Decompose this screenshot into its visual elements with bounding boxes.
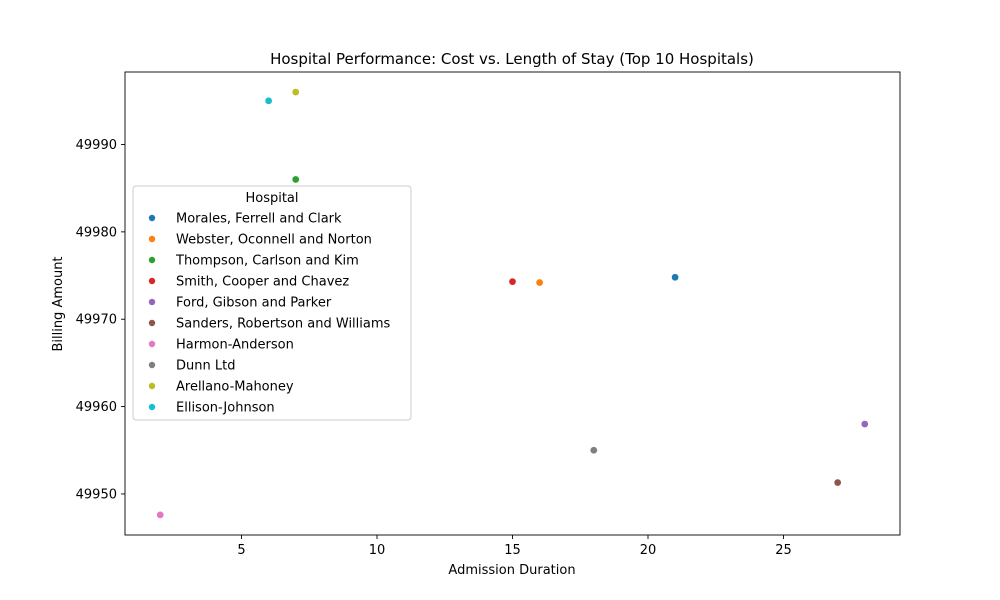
legend-marker (148, 256, 156, 264)
legend-marker (148, 214, 156, 222)
x-tick-label: 5 (237, 543, 245, 558)
legend-label: Harmon-Anderson (176, 338, 294, 353)
legend-label: Ford, Gibson and Parker (176, 296, 332, 311)
data-point (264, 96, 273, 105)
y-tick-label: 49960 (76, 400, 117, 415)
legend-marker (148, 277, 156, 285)
legend-marker (148, 382, 156, 390)
data-point (833, 478, 842, 487)
legend-marker (148, 403, 156, 411)
legend-marker (148, 340, 156, 348)
data-point (589, 446, 598, 455)
legend-marker (148, 235, 156, 243)
legend-label: Webster, Oconnell and Norton (176, 233, 372, 248)
x-tick-label: 25 (775, 543, 792, 558)
legend-label: Morales, Ferrell and Clark (176, 212, 342, 227)
legend-marker (148, 319, 156, 327)
legend-label: Thompson, Carlson and Kim (175, 254, 359, 269)
legend-marker (148, 361, 156, 369)
y-tick-label: 49950 (76, 487, 117, 502)
data-point (291, 88, 300, 96)
data-point (671, 273, 679, 282)
legend: Hospital Morales, Ferrell and Clark Webste… (132, 185, 412, 421)
chart-title: Hospital Performance: Cost vs. Length of… (270, 50, 754, 68)
y-tick-label: 49970 (76, 313, 117, 328)
x-axis: 5 10 15 20 25 (237, 535, 792, 558)
y-tick-label: 49990 (76, 138, 117, 153)
data-point (535, 278, 544, 287)
data-points (156, 88, 869, 519)
x-tick-label: 15 (504, 543, 521, 558)
legend-title: Hospital (245, 191, 298, 206)
legend-label: Arellano-Mahoney (176, 380, 294, 395)
data-point (291, 175, 300, 184)
legend-label: Sanders, Robertson and Williams (176, 317, 391, 332)
legend-label: Dunn Ltd (176, 359, 235, 374)
legend-box (132, 185, 412, 421)
y-tick-label: 49980 (76, 225, 117, 240)
data-point (860, 420, 869, 428)
x-axis-label: Admission Duration (448, 563, 575, 578)
x-tick-label: 10 (369, 543, 386, 558)
data-point (156, 511, 165, 519)
legend-marker (148, 298, 156, 306)
legend-label: Ellison-Johnson (176, 401, 275, 416)
y-axis-label: Billing Amount (51, 256, 66, 351)
y-axis: 49950 49960 49970 49980 49990 (76, 138, 125, 502)
legend-label: Smith, Cooper and Chavez (176, 275, 349, 290)
x-tick-label: 20 (640, 543, 657, 558)
data-point (508, 277, 517, 286)
